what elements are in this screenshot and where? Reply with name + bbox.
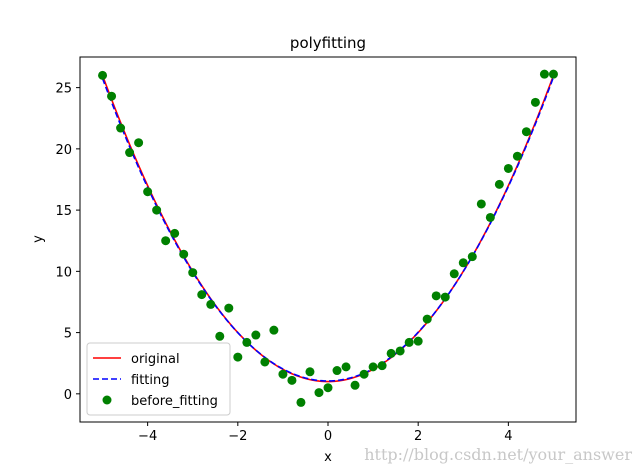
scatter-point [476,199,486,209]
scatter-point [278,369,288,379]
scatter-point [197,290,207,300]
scatter-point [98,70,108,80]
scatter-point [548,69,558,79]
scatter-point [539,69,549,79]
scatter-point [287,375,297,385]
scatter-point [395,346,405,356]
scatter-point [134,138,144,148]
scatter-point [332,366,342,376]
scatter-point [260,357,270,367]
legend-box [86,342,231,416]
scatter-point [116,123,126,133]
scatter-point [179,249,189,259]
x-tick-label: 4 [504,429,512,444]
x-axis-label: x [324,450,332,465]
legend: original fitting before_fitting [86,342,231,416]
y-tick-label: 25 [55,82,72,97]
scatter-point [467,252,477,262]
legend-label: fitting [131,373,170,388]
chart-title: polyfitting [290,34,366,52]
y-tick-label: 5 [64,327,72,342]
legend-swatch-before_fitting [102,395,112,405]
scatter-point [269,325,279,335]
scatter-point [170,228,180,238]
scatter-point [494,179,504,189]
scatter-point [152,205,162,215]
scatter-point [530,97,540,107]
scatter-point [224,303,234,313]
scatter-point [521,127,531,137]
scatter-point [314,388,324,398]
scatter-point [377,361,387,371]
y-axis-label: y [31,235,46,243]
x-tick-label: −4 [138,429,157,444]
x-tick-label: 2 [414,429,422,444]
scatter-point [206,299,216,309]
scatter-point [440,292,450,302]
scatter-point [422,314,432,324]
scatter-point [341,362,351,372]
scatter-point [296,397,306,407]
scatter-point [107,91,117,101]
scatter-point [188,268,198,278]
scatter-point [404,337,414,347]
scatter-point [503,163,513,173]
scatter-point [458,258,468,268]
y-tick-label: 20 [55,143,72,158]
scatter-point [161,236,171,246]
scatter-point [251,330,261,340]
scatter-point [242,337,252,347]
scatter-point [305,367,315,377]
y-tick-label: 10 [55,265,72,280]
scatter-point [143,187,153,197]
x-tick-label: −2 [228,429,247,444]
scatter-point [512,151,522,161]
y-tick-label: 15 [55,204,72,219]
scatter-point [350,380,360,390]
y-tick-label: 0 [64,388,72,403]
scatter-point [386,348,396,358]
scatter-point [431,291,441,301]
scatter-point [233,352,243,362]
legend-label: before_fitting [131,394,218,409]
scatter-point [215,331,225,341]
scatter-point [323,383,333,393]
scatter-point [125,148,135,158]
series-line-fitting [101,76,555,382]
scatter-point [449,269,459,279]
x-tick-label: 0 [324,429,332,444]
watermark: http://blog.csdn.net/your_answer [364,445,632,464]
series-line-original [101,75,555,383]
scatter-point [485,212,495,222]
legend-label: original [131,352,180,367]
scatter-point [413,336,423,346]
scatter-point [368,362,378,372]
scatter-point [359,369,369,379]
